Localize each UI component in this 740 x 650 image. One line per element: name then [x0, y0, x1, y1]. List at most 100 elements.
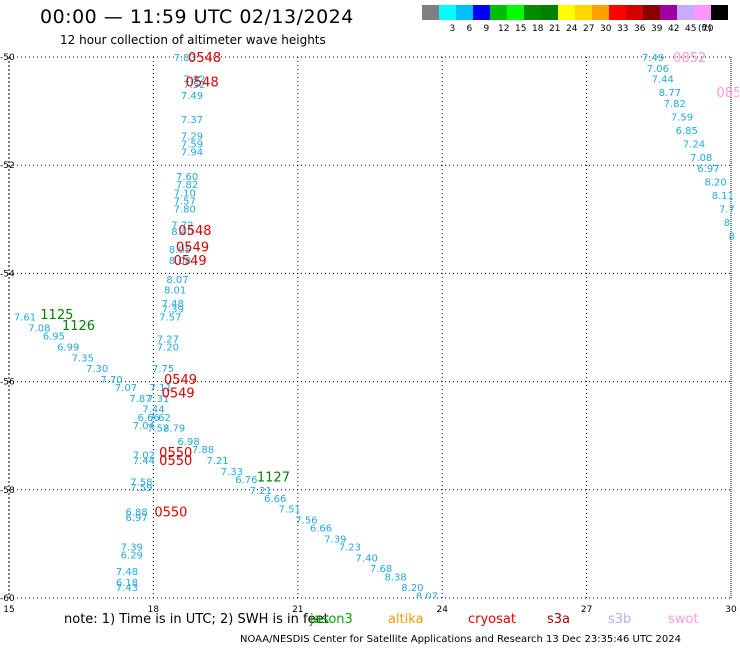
- scale-swatch: [456, 5, 473, 20]
- wave-height-label: 7.75: [152, 364, 174, 375]
- satellite-legend-item: cryosat: [468, 612, 516, 627]
- wave-height-label: 7.59: [671, 113, 693, 124]
- wave-height-label: 7.24: [683, 140, 705, 151]
- x-tick-label: 24: [436, 605, 448, 612]
- x-tick-label: 21: [292, 605, 303, 612]
- x-tick-label: 15: [3, 605, 14, 612]
- wave-height-label: 7.37: [181, 115, 203, 126]
- y-tick-label: -54: [0, 269, 15, 279]
- wave-height-label: 8: [729, 232, 735, 243]
- wave-height-label: 8.07: [416, 591, 438, 602]
- wave-height-label: 7.44: [652, 75, 674, 86]
- scale-swatch: [609, 5, 626, 20]
- wave-height-label: 6.85: [676, 126, 698, 137]
- wave-height-label: 7.48: [162, 299, 184, 310]
- wave-height-label: 7.7: [719, 204, 735, 215]
- scale-label: 15: [515, 24, 527, 34]
- scale-label: 12: [498, 24, 510, 34]
- scale-label: 3: [449, 24, 456, 34]
- scale-swatch: [422, 5, 439, 20]
- wave-height-label: 7.51: [279, 505, 301, 516]
- time-label: 0550: [154, 505, 187, 520]
- wave-height-label: 7.60: [176, 172, 198, 183]
- wave-height-label: 6.66: [310, 524, 332, 535]
- wave-height-label: 7.29: [181, 131, 203, 142]
- wave-height-label: 6.18: [116, 578, 138, 589]
- wave-height-label: 7.57: [174, 196, 196, 207]
- scale-swatch: [694, 5, 711, 20]
- wave-height-label: 6.66: [138, 413, 160, 424]
- wave-height-label: 7.10: [174, 188, 196, 199]
- wave-height-label: 7.80: [174, 204, 196, 215]
- x-tick-label: 18: [148, 605, 160, 612]
- wave-height-label: 7.52: [183, 80, 205, 91]
- wave-height-label: 7.27: [157, 334, 179, 345]
- wave-height-label: 7.21: [206, 456, 228, 467]
- wave-height-label: 7.92: [183, 75, 205, 86]
- scale-swatch: [558, 5, 575, 20]
- wave-height-label: 8.08: [169, 256, 191, 267]
- time-label: 0549: [164, 373, 197, 388]
- time-label: 0548: [188, 51, 221, 66]
- scale-swatch: [490, 5, 507, 20]
- scale-label: 30: [600, 24, 612, 34]
- wave-height-label: 7.70: [100, 375, 122, 386]
- wave-height-label: 8.05: [169, 245, 191, 256]
- wave-height-label: 7.31: [147, 394, 169, 405]
- time-label: 0853: [717, 86, 740, 101]
- wave-height-label: 7.44: [142, 405, 164, 416]
- wave-height-label: 8.: [724, 218, 734, 229]
- wave-height-label: 8.79: [163, 424, 185, 435]
- map-grid: [8, 56, 732, 599]
- wave-height-label: 7.49: [181, 91, 203, 102]
- wave-height-label: 7.82: [664, 99, 686, 110]
- wave-height-label: 8.40: [171, 227, 193, 238]
- wave-height-label: 7.07: [115, 383, 137, 394]
- time-label: 1125: [40, 308, 73, 323]
- scale-label: 70: [702, 24, 714, 34]
- time-label: 1126: [62, 319, 95, 334]
- wave-height-label: 8.07: [166, 275, 188, 286]
- scale-unit-label: (ft): [698, 24, 712, 34]
- footer-credit: NOAA/NESDIS Center for Satellite Applica…: [240, 634, 682, 645]
- wave-height-label: 7.40: [356, 553, 378, 564]
- scale-swatch: [711, 5, 728, 20]
- satellite-legend-item: s3b: [608, 612, 632, 627]
- wave-height-label: 7.06: [647, 64, 669, 75]
- scale-swatch: [592, 5, 609, 20]
- wave-height-label: 7.30: [86, 364, 108, 375]
- wave-height-label: 7.72: [171, 221, 193, 232]
- wave-height-label: 7.08: [28, 324, 50, 335]
- wave-height-label: 6.95: [43, 332, 65, 343]
- map-axes: 15 18 21 24 27 30 -50 -52 -54 -56 -58 -60: [0, 53, 737, 612]
- wave-height-label: 7.11: [150, 383, 172, 394]
- time-label: 0549: [174, 254, 207, 269]
- note-text: note: 1) Time is in UTC; 2) SWH is in fe…: [64, 612, 329, 627]
- wave-height-label: 7.52: [147, 424, 169, 435]
- scale-swatch: [473, 5, 490, 20]
- scale-swatch: [626, 5, 643, 20]
- wave-height-label: 8.01: [164, 286, 186, 297]
- wave-height-label: 7.83: [174, 53, 196, 64]
- scale-label: 39: [651, 24, 663, 34]
- wave-height-label: 7.61: [14, 313, 36, 324]
- x-tick-label: 27: [581, 605, 592, 612]
- wave-height-label: 7.23: [339, 543, 361, 554]
- wave-height-label: 7.39: [162, 305, 184, 316]
- wave-height-label: 7.02: [133, 451, 155, 462]
- scale-swatch: [575, 5, 592, 20]
- scale-label: 27: [583, 24, 595, 34]
- y-tick-label: -56: [0, 378, 15, 388]
- scale-label: 6: [466, 24, 473, 34]
- wave-height-label: 7.33: [221, 467, 243, 478]
- scale-swatch: [541, 5, 558, 20]
- page-subtitle: 12 hour collection of altimeter wave hei…: [60, 33, 326, 47]
- scale-label: 45: [685, 24, 697, 34]
- y-tick-label: -60: [0, 594, 15, 604]
- scale-swatch: [660, 5, 677, 20]
- wave-height-label: 7.49: [642, 53, 664, 64]
- scale-swatch: [677, 5, 694, 20]
- satellite-legend-item: swot: [668, 612, 699, 627]
- wave-height-label: 7.44: [133, 456, 155, 467]
- wave-height-label: 6.66: [264, 494, 286, 505]
